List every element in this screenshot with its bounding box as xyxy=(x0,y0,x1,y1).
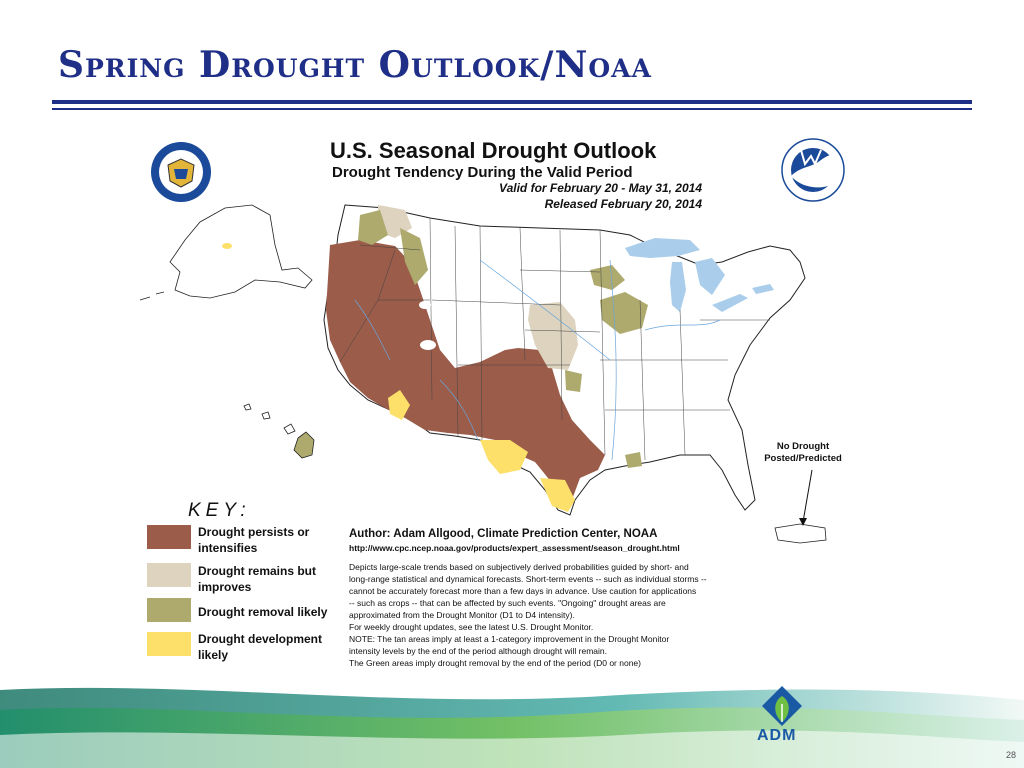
map-valid-period: Valid for February 20 - May 31, 2014 xyxy=(499,181,702,195)
key-label-persists: Drought persists or intensifies xyxy=(198,525,310,555)
noaa-logo-icon xyxy=(781,138,845,202)
key-title: KEY: xyxy=(188,500,251,521)
author-credit: Author: Adam Allgood, Climate Prediction… xyxy=(349,528,658,540)
key-label-removal: Drought removal likely xyxy=(198,605,328,619)
title-rule-thin xyxy=(52,108,972,110)
map-title: U.S. Seasonal Drought Outlook xyxy=(330,138,657,163)
title-rule-thick xyxy=(52,100,972,104)
adm-leaf-logo-icon xyxy=(762,686,802,726)
adm-logo-text: ADM xyxy=(757,727,797,744)
map-release-date: Released February 20, 2014 xyxy=(544,197,702,211)
key-swatch-persists xyxy=(147,525,191,549)
key-swatch-improves xyxy=(147,563,191,587)
key-swatch-removal xyxy=(147,598,191,622)
page-number: 28 xyxy=(1005,750,1016,760)
slide-title: Spring Drought Outlook/Noaa xyxy=(58,44,652,86)
key-label-development: Drought development likely xyxy=(198,632,323,662)
key-swatch-development xyxy=(147,632,191,656)
outlook-notes: Depicts large-scale trends based on subj… xyxy=(349,562,707,668)
footer-wave-decoration xyxy=(0,687,1024,768)
no-drought-label: No Drought Posted/Predicted xyxy=(764,441,842,464)
map-subtitle: Drought Tendency During the Valid Period xyxy=(332,164,633,181)
source-url: http://www.cpc.ncep.noaa.gov/products/ex… xyxy=(349,543,680,553)
us-commerce-seal-icon xyxy=(151,142,211,202)
key-label-improves: Drought remains but improves xyxy=(198,564,317,594)
